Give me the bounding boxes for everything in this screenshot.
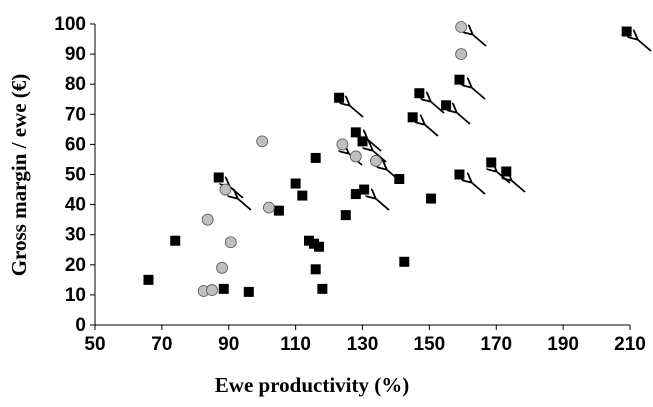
y-tick-label: 20: [65, 255, 86, 276]
point: [219, 183, 232, 196]
point: [407, 112, 418, 123]
point: [310, 152, 321, 163]
point: [143, 274, 154, 285]
y-tick-label: 70: [65, 104, 86, 125]
y-axis-title: Gross margin / ewe (€): [7, 74, 31, 277]
point: [290, 178, 301, 189]
point: [349, 150, 362, 163]
x-tick-label: 190: [547, 334, 579, 355]
point: [357, 136, 368, 147]
point: [273, 205, 284, 216]
y-tick-label: 10: [65, 285, 86, 306]
y-tick-label: 90: [65, 44, 86, 65]
point: [455, 48, 468, 60]
point: [317, 283, 328, 294]
point: [213, 172, 224, 183]
point: [243, 286, 254, 297]
point: [336, 138, 349, 151]
arrows: [229, 34, 652, 211]
point: [350, 189, 361, 200]
x-tick-label: 150: [414, 334, 446, 355]
y-tick-label: 50: [65, 165, 86, 186]
point: [369, 155, 382, 167]
y-tick-label: 80: [65, 74, 86, 95]
point: [309, 238, 320, 249]
point: [334, 92, 345, 103]
y-tick-label: 40: [65, 195, 86, 216]
point: [262, 201, 275, 214]
point: [218, 283, 229, 294]
point: [310, 264, 321, 275]
x-tick-label: 90: [218, 334, 239, 355]
point: [297, 190, 308, 201]
x-tick-label: 170: [480, 334, 512, 355]
x-tick-label: 70: [151, 334, 172, 355]
x-tick-label: 210: [614, 334, 646, 355]
point: [216, 261, 228, 274]
point: [414, 88, 425, 99]
point: [304, 235, 314, 246]
point: [399, 256, 410, 267]
point: [314, 241, 325, 252]
point: [206, 284, 218, 296]
point: [486, 157, 497, 168]
point: [201, 213, 214, 226]
point: [441, 100, 452, 111]
point: [394, 174, 405, 185]
y-tick-label: 100: [54, 14, 86, 35]
x-axis-title: Ewe productivity (%): [215, 373, 409, 397]
point: [501, 166, 512, 177]
point: [454, 74, 465, 85]
point: [170, 235, 181, 246]
point: [224, 236, 237, 249]
x-tick-label: 130: [347, 334, 379, 355]
point: [350, 127, 361, 138]
point: [426, 193, 437, 204]
point: [256, 135, 269, 148]
point: [454, 169, 465, 180]
point: [621, 26, 632, 37]
y-tick-label: 30: [65, 225, 86, 246]
y-tick-label: 60: [65, 134, 86, 155]
point: [359, 184, 370, 195]
y-tick-label: 0: [75, 315, 86, 336]
point: [340, 210, 351, 221]
x-tick-label: 110: [280, 334, 311, 355]
point: [455, 21, 468, 33]
x-tick-label: 50: [84, 334, 105, 355]
